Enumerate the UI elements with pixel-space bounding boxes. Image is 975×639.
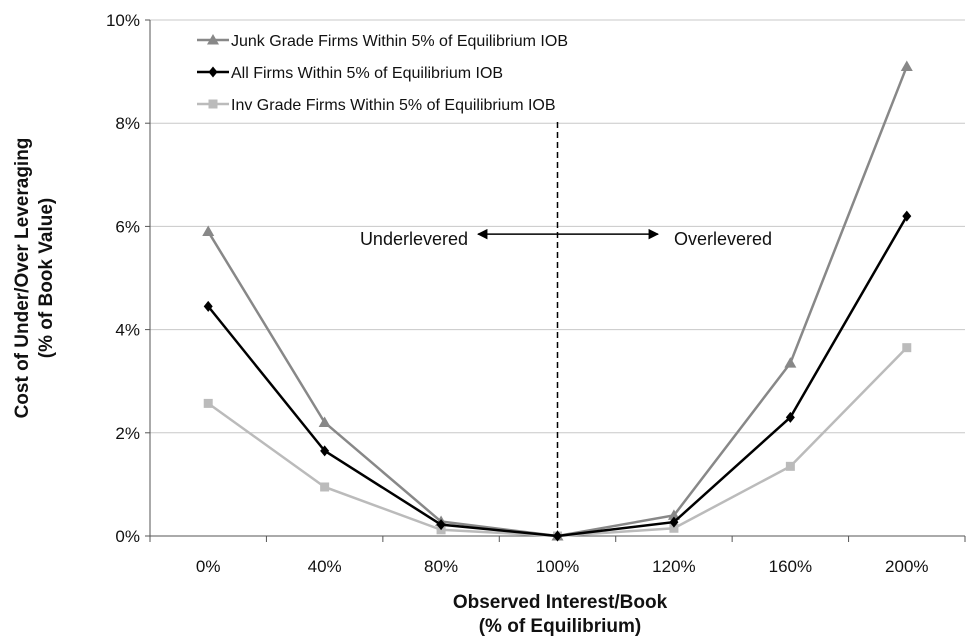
x-tick-label: 40% — [308, 557, 342, 576]
data-point — [784, 357, 797, 368]
data-point — [669, 523, 679, 533]
data-point — [318, 416, 331, 427]
data-point — [202, 225, 215, 237]
data-point — [208, 66, 218, 78]
overlevered-label: Overlevered — [674, 229, 772, 249]
legend-label: Inv Grade Firms Within 5% of Equilibrium… — [231, 97, 556, 114]
data-point — [900, 60, 913, 71]
legend-label: All Firms Within 5% of Equilibrium IOB — [231, 65, 503, 82]
data-point — [785, 411, 795, 423]
y-axis-title: Cost of Under/Over Leveraging (% of Book… — [12, 138, 57, 419]
data-point — [436, 519, 446, 531]
x-tick-label: 100% — [536, 557, 579, 576]
data-point — [208, 99, 218, 109]
data-point — [320, 445, 330, 457]
y-tick-label: 6% — [115, 217, 140, 236]
legend-label: Junk Grade Firms Within 5% of Equilibriu… — [231, 33, 568, 50]
x-axis-title-line2: (% of Equilibrium) — [479, 616, 642, 637]
series-diamond — [203, 210, 912, 542]
y-tick-labels: 0% 2% 4% 6% 8% 10% — [106, 11, 140, 546]
underlevered-label: Underlevered — [360, 229, 468, 249]
data-point — [785, 461, 795, 471]
data-point — [902, 343, 912, 353]
y-axis-title-line1: Cost of Under/Over Leveraging — [12, 138, 33, 419]
x-tick-label: 200% — [885, 557, 928, 576]
x-axis-title: Observed Interest/Book (% of Equilibrium… — [453, 592, 668, 637]
data-point — [902, 210, 912, 222]
data-point — [207, 34, 219, 45]
x-tick-labels: 0% 40% 80% 100% 120% 160% 200% — [196, 557, 929, 576]
x-axis-title-line1: Observed Interest/Book — [453, 592, 668, 613]
y-tick-label: 4% — [115, 321, 140, 340]
y-tick-label: 8% — [115, 114, 140, 133]
x-tick-label: 120% — [652, 557, 695, 576]
data-point — [667, 509, 680, 520]
y-tick-label: 10% — [106, 11, 140, 30]
data-point — [203, 300, 213, 312]
data-point — [203, 398, 213, 408]
data-point — [320, 482, 330, 492]
y-tick-label: 0% — [115, 527, 140, 546]
y-axis-title-line2: (% of Book Value) — [36, 198, 57, 358]
legend-item: Junk Grade Firms Within 5% of Equilibriu… — [197, 33, 568, 50]
y-tick-label: 2% — [115, 424, 140, 443]
series-group — [202, 60, 913, 542]
x-tick-label: 160% — [769, 557, 812, 576]
x-tick-label: 80% — [424, 557, 458, 576]
legend-item: Inv Grade Firms Within 5% of Equilibrium… — [197, 97, 556, 114]
legend-item: All Firms Within 5% of Equilibrium IOB — [197, 65, 503, 82]
legend: Junk Grade Firms Within 5% of Equilibriu… — [197, 33, 568, 114]
data-point — [553, 530, 562, 542]
data-point — [669, 516, 679, 528]
annotations: Underlevered Overlevered — [360, 228, 772, 249]
x-tick-label: 0% — [196, 557, 221, 576]
